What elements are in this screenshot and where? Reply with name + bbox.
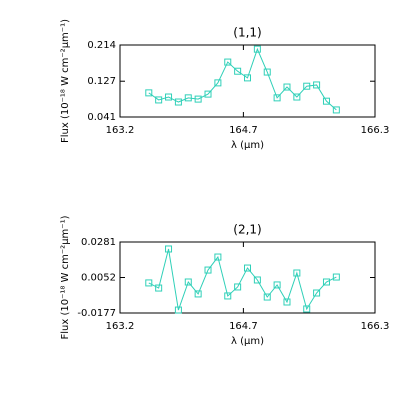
data-marker bbox=[204, 90, 212, 98]
data-marker bbox=[244, 74, 251, 82]
data-marker bbox=[234, 67, 242, 75]
data-marker bbox=[155, 284, 163, 292]
x-tick-label: 163.2 bbox=[106, 321, 135, 332]
data-marker bbox=[332, 273, 340, 281]
data-marker bbox=[214, 79, 222, 87]
x-tick-label: 166.3 bbox=[361, 321, 390, 332]
data-marker bbox=[332, 106, 340, 114]
data-marker bbox=[184, 94, 192, 102]
y-tick-label: 0.127 bbox=[87, 76, 116, 87]
data-marker bbox=[273, 281, 281, 289]
data-marker bbox=[145, 279, 153, 287]
data-marker bbox=[174, 306, 182, 314]
data-marker bbox=[234, 283, 242, 291]
data-marker bbox=[204, 266, 212, 274]
y-tick-label: 0.0052 bbox=[81, 273, 116, 284]
axes-frame bbox=[119, 241, 376, 314]
data-marker bbox=[194, 95, 202, 103]
y-axis-label: Flux (10⁻¹⁸ W cm⁻²μm⁻¹) bbox=[60, 215, 71, 339]
data-marker bbox=[244, 264, 251, 272]
data-marker bbox=[283, 83, 291, 91]
y-axis-label: Flux (10⁻¹⁸ W cm⁻²μm⁻¹) bbox=[60, 19, 71, 143]
chart-title: (1,1) bbox=[233, 26, 261, 40]
y-tick-label: 0.214 bbox=[87, 40, 116, 51]
data-marker bbox=[273, 94, 281, 102]
data-marker bbox=[184, 278, 192, 286]
data-marker bbox=[322, 97, 330, 105]
data-marker bbox=[165, 93, 173, 101]
data-marker bbox=[322, 278, 330, 286]
data-marker bbox=[263, 293, 271, 301]
y-tick-label: -0.0177 bbox=[77, 308, 116, 319]
x-axis-label: λ (μm) bbox=[231, 140, 264, 151]
data-marker bbox=[224, 58, 232, 66]
x-tick-label: 166.3 bbox=[361, 125, 390, 136]
data-marker bbox=[214, 253, 222, 261]
chart-title: (2,1) bbox=[233, 223, 261, 237]
data-marker bbox=[224, 292, 232, 300]
data-line bbox=[148, 248, 337, 311]
data-marker bbox=[145, 89, 153, 97]
x-tick-label: 164.7 bbox=[229, 125, 258, 136]
data-marker bbox=[253, 45, 261, 53]
data-marker bbox=[174, 98, 182, 106]
x-axis-label: λ (μm) bbox=[231, 336, 264, 347]
data-marker bbox=[155, 96, 163, 104]
x-tick-label: 163.2 bbox=[106, 125, 135, 136]
data-marker bbox=[253, 276, 261, 284]
data-marker bbox=[313, 289, 321, 297]
data-marker bbox=[293, 269, 301, 277]
data-marker bbox=[263, 68, 271, 76]
data-marker bbox=[165, 245, 173, 253]
data-marker bbox=[313, 81, 321, 89]
data-marker bbox=[293, 93, 301, 101]
data-line bbox=[148, 47, 337, 111]
data-marker bbox=[303, 82, 311, 90]
data-marker bbox=[283, 298, 291, 306]
y-tick-label: 0.041 bbox=[87, 112, 116, 123]
data-marker bbox=[194, 290, 202, 298]
x-tick-label: 164.7 bbox=[229, 321, 258, 332]
y-tick-label: 0.0281 bbox=[81, 237, 116, 248]
data-marker bbox=[303, 305, 311, 313]
